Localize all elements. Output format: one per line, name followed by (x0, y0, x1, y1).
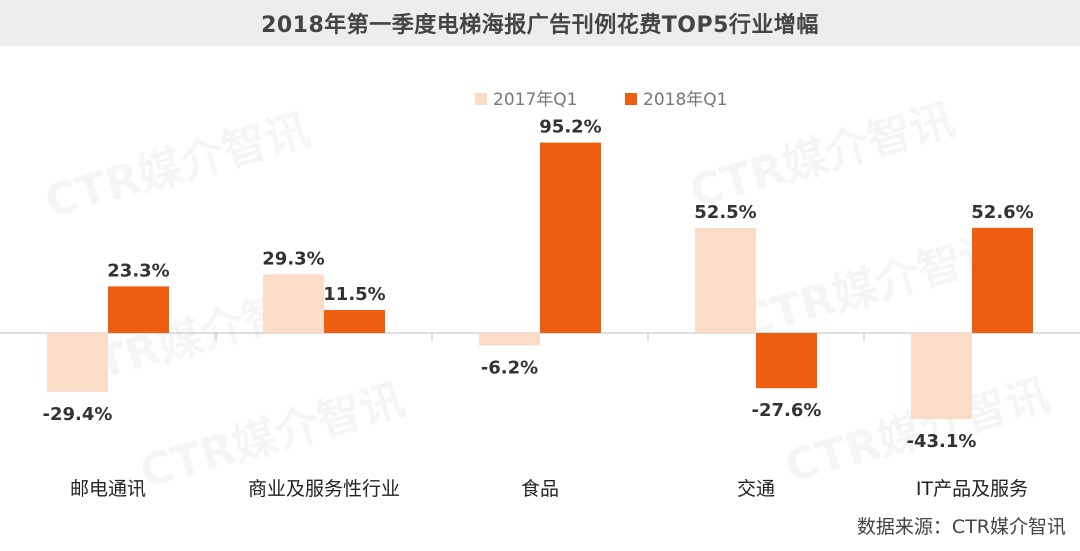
data-label: 29.3% (262, 248, 324, 269)
category-label: 交通 (737, 478, 775, 500)
category-label: 邮电通讯 (70, 478, 146, 500)
data-label: 95.2% (539, 117, 601, 138)
category-label: 食品 (521, 478, 559, 500)
data-label: -27.6% (752, 400, 822, 421)
legend-label-1: 2018年Q1 (643, 90, 727, 110)
data-label: -6.2% (481, 357, 538, 378)
bar-2018q1-1 (324, 310, 385, 333)
bar-2018q1-4 (972, 227, 1033, 333)
bar-2018q1-0 (108, 286, 169, 333)
bar-2017q1-4 (911, 333, 972, 420)
data-label: -43.1% (907, 431, 977, 452)
category-label: 商业及服务性行业 (248, 478, 400, 500)
bar-2017q1-1 (263, 274, 324, 333)
bar-2017q1-3 (695, 228, 756, 333)
bar-2018q1-3 (756, 333, 817, 389)
data-label: -29.4% (43, 404, 113, 425)
data-label: 52.6% (971, 202, 1033, 223)
data-label: 52.5% (694, 202, 756, 223)
bar-2018q1-2 (540, 142, 601, 333)
data-label: 23.3% (107, 260, 169, 281)
source-note: 数据来源：CTR媒介智讯 (856, 516, 1066, 538)
category-label: IT产品及服务 (916, 478, 1028, 500)
chart-title: 2018年第一季度电梯海报广告刊例花费TOP5行业增幅 (261, 13, 819, 38)
legend-label-0: 2017年Q1 (493, 90, 577, 110)
legend-swatch-0 (475, 93, 487, 105)
data-label: 11.5% (323, 284, 385, 305)
title-bar: 2018年第一季度电梯海报广告刊例花费TOP5行业增幅 (0, 0, 1080, 46)
bar-2017q1-0 (47, 333, 108, 392)
bar-2017q1-2 (479, 333, 540, 346)
legend-swatch-1 (625, 93, 637, 105)
